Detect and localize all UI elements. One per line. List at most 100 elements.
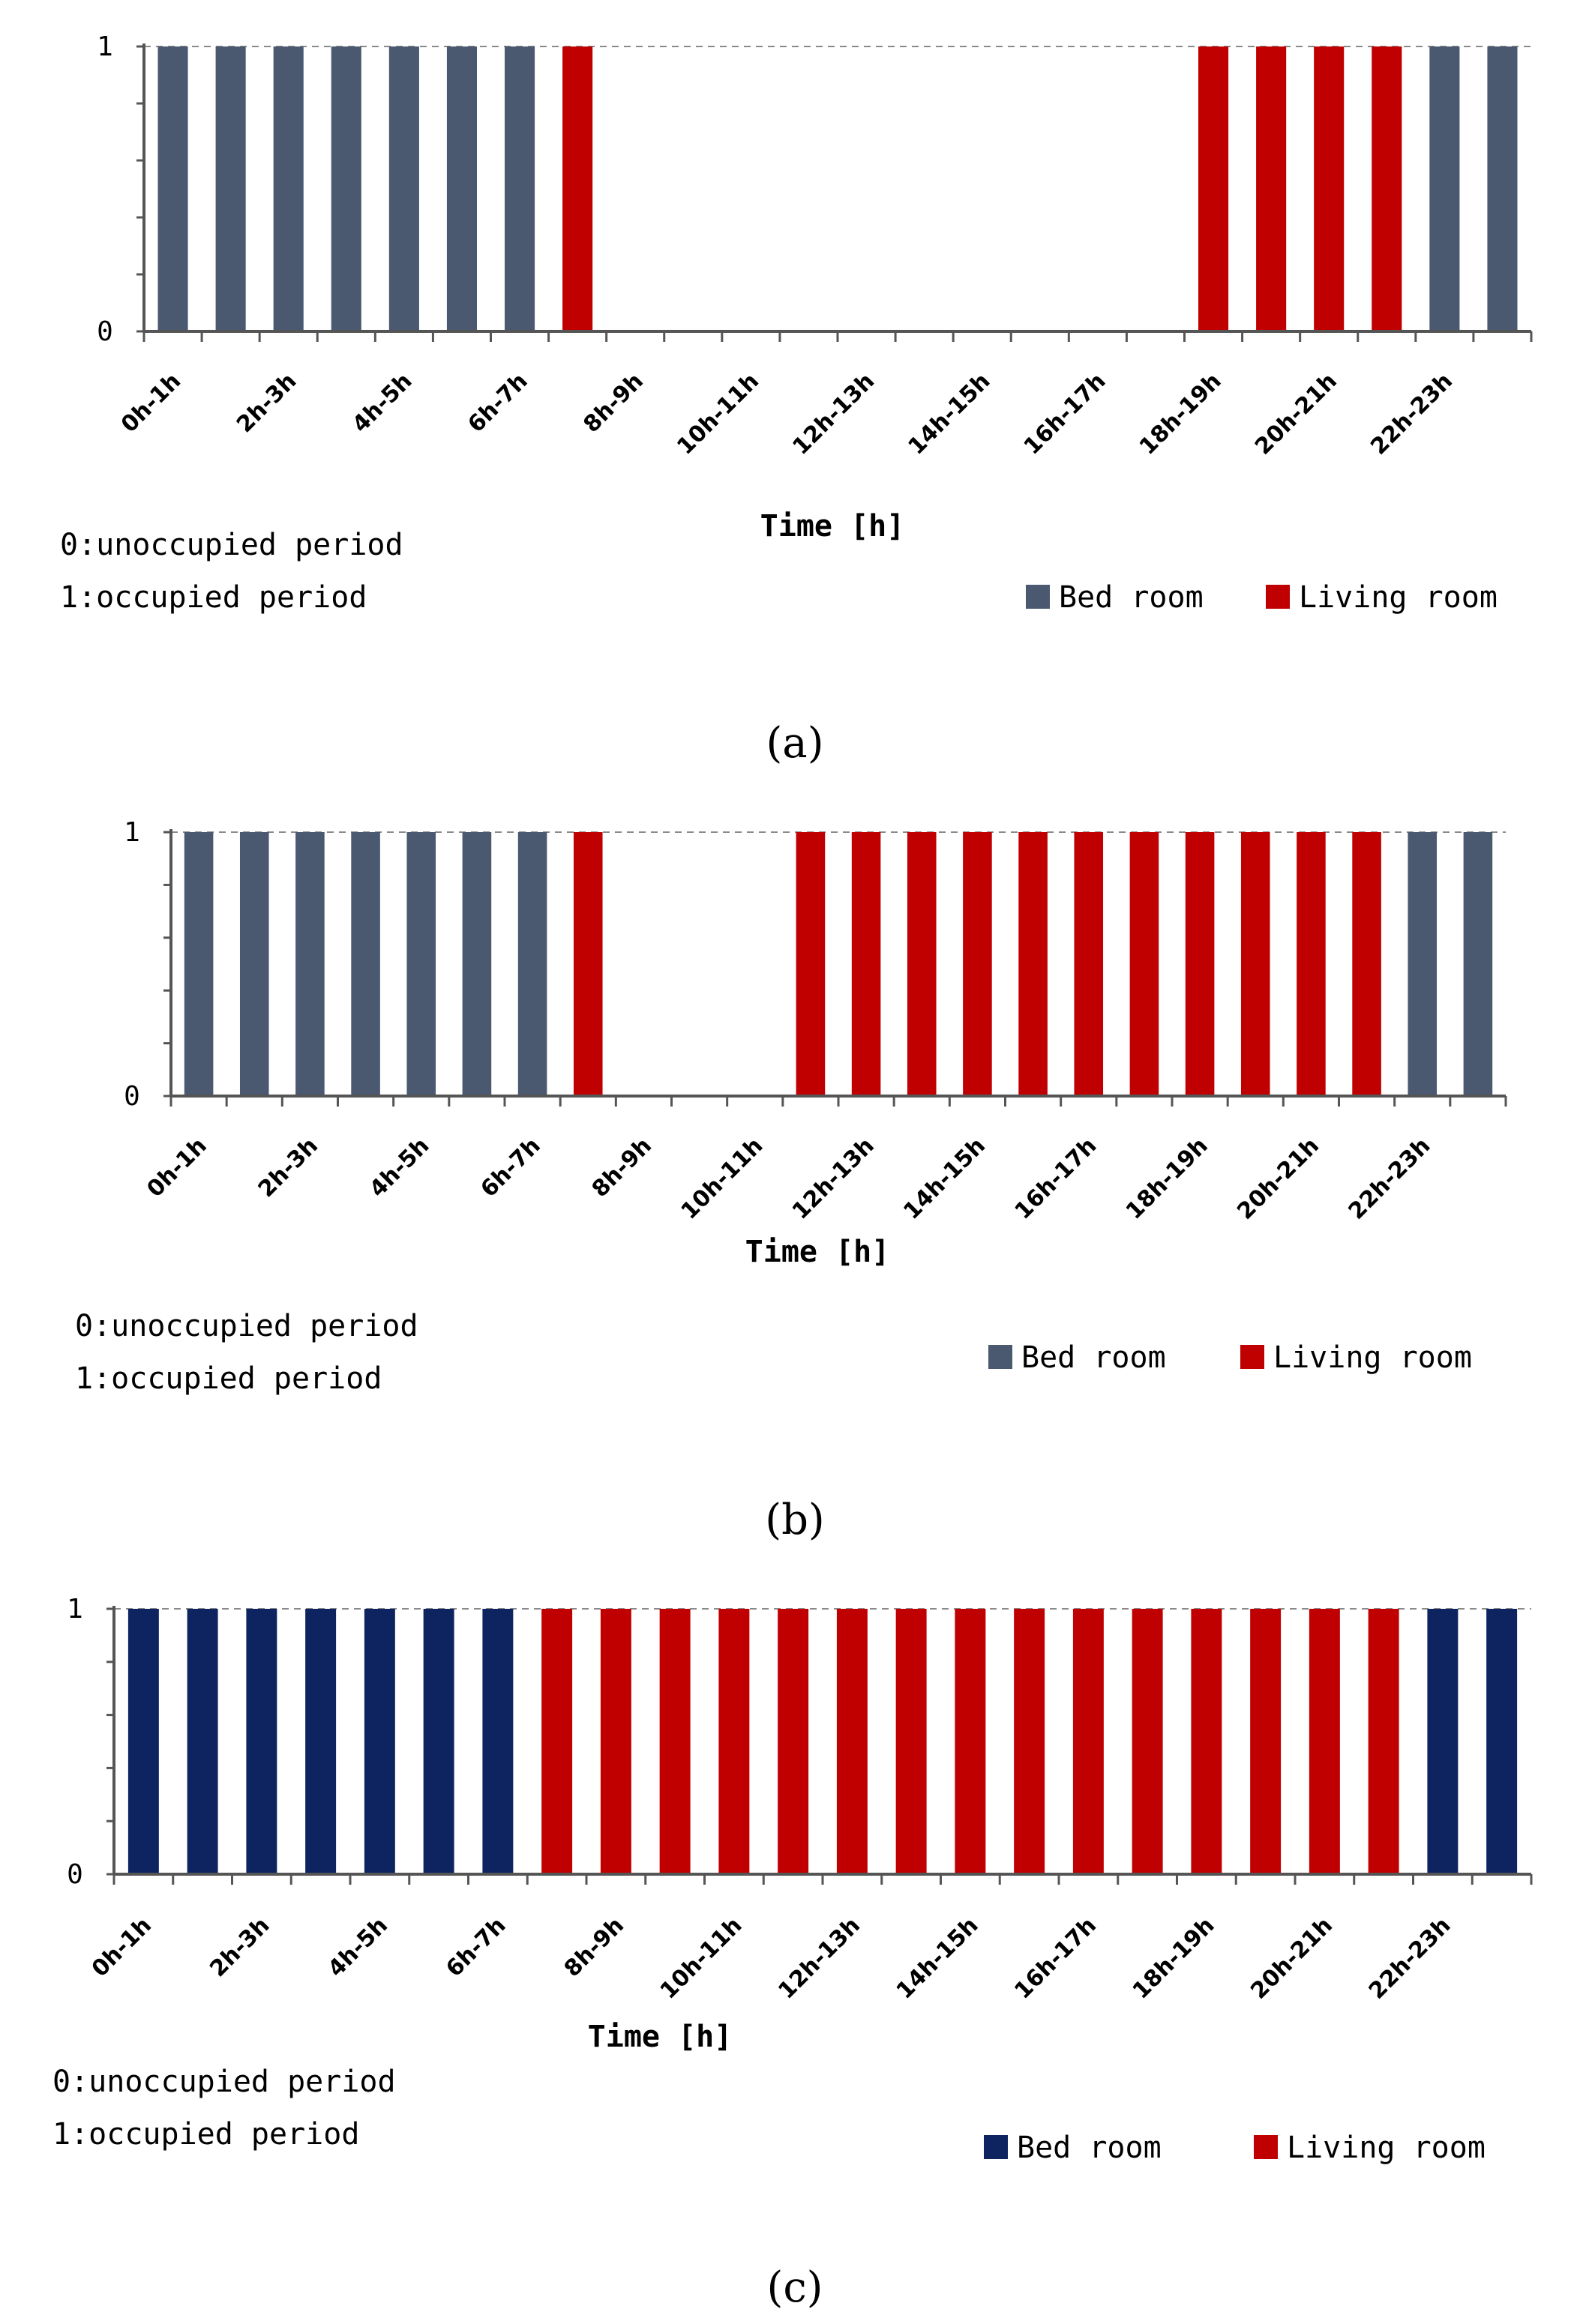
note-occupied: 1:occupied period <box>75 1361 382 1396</box>
legend-label-bed-room: Bed room <box>1021 1340 1166 1375</box>
x-tick-label-20h-21h: 20h-21h <box>1250 368 1342 460</box>
legend-swatch-living-room <box>1240 1345 1264 1369</box>
bar-bed-room-4h-5h <box>388 46 419 331</box>
bar-bed-room-22h-23h <box>1408 832 1438 1096</box>
bar-living-room-12h-13h <box>851 832 881 1096</box>
bar-bed-room-6h-7h <box>505 46 535 331</box>
x-tick-label-16h-17h: 16h-17h <box>1009 1912 1102 2005</box>
bar-living-room-21h-22h <box>1352 832 1381 1096</box>
bar-living-room-18h-19h <box>1185 832 1215 1096</box>
note-unoccupied: 0:unoccupied period <box>75 1309 418 1343</box>
note-occupied: 1:occupied period <box>60 580 367 615</box>
bar-living-room-16h-17h <box>1074 832 1104 1096</box>
x-tick-label-4h-5h: 4h-5h <box>364 1133 434 1202</box>
x-tick-label-2h-3h: 2h-3h <box>232 368 301 438</box>
x-tick-label-8h-9h: 8h-9h <box>579 368 649 438</box>
bar-living-room-16h-17h <box>1072 1609 1104 1874</box>
bar-living-room-13h-14h <box>907 832 937 1096</box>
x-tick-label-6h-7h: 6h-7h <box>463 368 532 438</box>
bar-bed-room-5h-6h <box>462 832 492 1096</box>
bar-bed-room-1h-2h <box>187 1609 218 1874</box>
bar-living-room-18h-19h <box>1198 46 1229 331</box>
bar-bed-room-6h-7h <box>482 1609 514 1874</box>
bar-living-room-11h-12h <box>796 832 826 1096</box>
bar-bed-room-23h-24h <box>1463 832 1493 1096</box>
bar-bed-room-2h-3h <box>246 1609 277 1874</box>
y-tick-label-0: 0 <box>97 316 113 347</box>
legend-label-living-room: Living room <box>1273 1340 1472 1375</box>
bar-bed-room-2h-3h <box>273 46 304 331</box>
y-tick-label-0: 0 <box>67 1859 83 1890</box>
bar-living-room-11h-12h <box>778 1609 809 1874</box>
bar-bed-room-1h-2h <box>239 832 269 1096</box>
legend-label-living-room: Living room <box>1299 580 1498 615</box>
bar-bed-room-6h-7h <box>517 832 547 1096</box>
bar-living-room-17h-18h <box>1129 832 1159 1096</box>
x-tick-label-4h-5h: 4h-5h <box>323 1912 393 1982</box>
panel-label: (a) <box>766 719 823 768</box>
bar-living-room-14h-15h <box>955 1609 986 1874</box>
x-tick-label-4h-5h: 4h-5h <box>347 368 417 438</box>
bar-living-room-19h-20h <box>1240 832 1270 1096</box>
x-tick-label-0h-1h: 0h-1h <box>142 1133 211 1202</box>
note-unoccupied: 0:unoccupied period <box>60 528 403 562</box>
x-tick-label-14h-15h: 14h-15h <box>898 1133 991 1225</box>
bar-living-room-7h-8h <box>541 1609 573 1874</box>
x-tick-label-0h-1h: 0h-1h <box>116 368 186 438</box>
x-tick-label-14h-15h: 14h-15h <box>904 368 996 460</box>
bar-living-room-18h-19h <box>1191 1609 1222 1874</box>
bar-living-room-19h-20h <box>1250 1609 1282 1874</box>
bar-living-room-15h-16h <box>1014 1609 1045 1874</box>
y-tick-label-1: 1 <box>124 817 140 848</box>
x-tick-label-6h-7h: 6h-7h <box>441 1912 511 1982</box>
legend-swatch-living-room <box>1254 2135 1278 2159</box>
x-tick-label-18h-19h: 18h-19h <box>1135 368 1227 460</box>
x-tick-label-20h-21h: 20h-21h <box>1232 1133 1324 1225</box>
legend-swatch-bed-room <box>984 2135 1008 2159</box>
legend-label-bed-room: Bed room <box>1059 580 1204 615</box>
x-tick-label-22h-23h: 22h-23h <box>1366 368 1458 460</box>
bar-living-room-19h-20h <box>1256 46 1287 331</box>
x-axis-title: Time [h] <box>760 509 905 544</box>
bar-bed-room-3h-4h <box>351 832 380 1096</box>
panel-label: (c) <box>766 2263 823 2312</box>
bar-bed-room-3h-4h <box>331 46 361 331</box>
bar-living-room-20h-21h <box>1297 832 1326 1096</box>
note-unoccupied: 0:unoccupied period <box>52 2065 396 2099</box>
bar-bed-room-0h-1h <box>184 832 214 1096</box>
bar-living-room-9h-10h <box>659 1609 691 1874</box>
x-tick-label-16h-17h: 16h-17h <box>1019 368 1111 460</box>
y-tick-label-0: 0 <box>124 1081 140 1112</box>
bar-living-room-17h-18h <box>1132 1609 1163 1874</box>
x-tick-label-18h-19h: 18h-19h <box>1128 1912 1220 2005</box>
y-tick-label-1: 1 <box>97 31 113 62</box>
bar-living-room-21h-22h <box>1368 1609 1399 1874</box>
x-tick-label-12h-13h: 12h-13h <box>787 1133 880 1225</box>
legend-label-bed-room: Bed room <box>1017 2131 1162 2165</box>
bar-bed-room-0h-1h <box>157 46 188 331</box>
x-axis-title: Time [h] <box>745 1235 890 1269</box>
x-tick-label-18h-19h: 18h-19h <box>1121 1133 1213 1225</box>
x-tick-label-20h-21h: 20h-21h <box>1246 1912 1338 2005</box>
legend-swatch-living-room <box>1266 585 1290 609</box>
x-tick-label-2h-3h: 2h-3h <box>205 1912 274 1982</box>
bar-living-room-13h-14h <box>895 1609 927 1874</box>
bar-living-room-7h-8h <box>562 46 593 331</box>
bar-bed-room-23h-24h <box>1486 1609 1518 1874</box>
bar-bed-room-3h-4h <box>305 1609 337 1874</box>
x-tick-label-8h-9h: 8h-9h <box>587 1133 657 1202</box>
x-tick-label-8h-9h: 8h-9h <box>559 1912 629 1982</box>
bar-bed-room-5h-6h <box>423 1609 454 1874</box>
bar-living-room-21h-22h <box>1372 46 1402 331</box>
legend-label-living-room: Living room <box>1287 2131 1486 2165</box>
bar-living-room-8h-9h <box>600 1609 631 1874</box>
x-tick-label-0h-1h: 0h-1h <box>87 1912 157 1982</box>
panel-label: (b) <box>765 1496 825 1544</box>
note-occupied: 1:occupied period <box>52 2117 359 2152</box>
bar-bed-room-4h-5h <box>364 1609 395 1874</box>
x-tick-label-22h-23h: 22h-23h <box>1344 1133 1436 1225</box>
x-tick-label-14h-15h: 14h-15h <box>892 1912 984 2005</box>
bar-bed-room-1h-2h <box>215 46 246 331</box>
bar-living-room-20h-21h <box>1309 1609 1340 1874</box>
